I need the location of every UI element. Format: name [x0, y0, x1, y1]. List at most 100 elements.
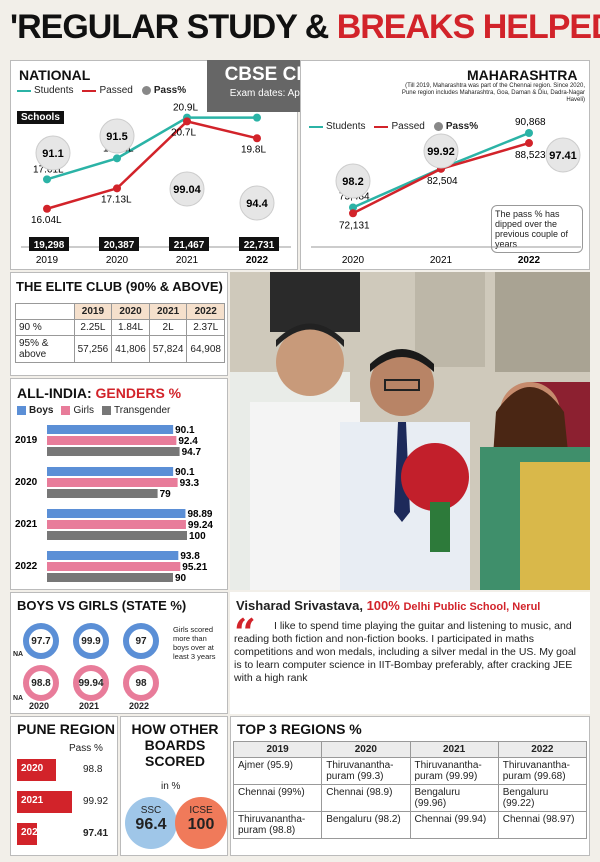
passpct-label: 91.1 — [42, 148, 63, 160]
table-cell: Thiruvanantha-puram (99.99) — [409, 757, 499, 785]
schools-label: Schools — [17, 111, 64, 124]
pune-bar: 2021 — [17, 791, 72, 813]
ssc-label: SSC — [140, 805, 162, 816]
students-label: 90,868 — [515, 117, 546, 128]
gender-value: 98.89 — [187, 509, 212, 520]
table-cell: 41,806 — [111, 335, 150, 363]
genders-title-main: ALL-INDIA: — [17, 385, 92, 401]
table-row: Ajmer (95.9) Thiruvanantha-puram (99.3) … — [232, 757, 588, 785]
gender-value: 93.8 — [180, 551, 200, 562]
passpct-label: 98.2 — [342, 176, 363, 188]
students-line-point — [253, 113, 261, 122]
pune-value: 97.41 — [83, 828, 109, 839]
boards-unit: in % — [161, 781, 181, 792]
x-tick-label: 2022 — [518, 255, 541, 266]
x-tick-label: 2021 — [430, 255, 453, 266]
genders-title: ALL-INDIA: GENDERS % — [17, 385, 181, 401]
passpct-label: 99.92 — [427, 146, 455, 158]
national-title: NATIONAL — [19, 67, 91, 83]
header-cell: 2019 — [73, 303, 113, 320]
legend-girls: Girls — [73, 405, 95, 416]
family-photo — [230, 272, 590, 590]
students-swatch — [309, 125, 323, 128]
gender-bar — [47, 467, 174, 476]
girls-ring: 99.94 — [73, 665, 109, 701]
passpct-label: 99.04 — [173, 184, 201, 196]
bvg-note: Girls scored more than boys over at leas… — [173, 625, 223, 661]
table-cell: Chennai (99.94) — [409, 811, 499, 839]
trans-swatch — [102, 406, 112, 415]
passed-line — [46, 119, 258, 210]
gender-bar — [47, 478, 178, 487]
genders-panel: ALL-INDIA: GENDERS % Boys Girls Transgen… — [10, 378, 228, 590]
pune-bar: 2020 — [17, 759, 57, 781]
gender-bar — [47, 489, 158, 498]
table-cell: Chennai (99%) — [232, 784, 323, 812]
table-cell: Thiruvanantha-puram (99.68) — [497, 757, 588, 785]
table-cell: 1.84L — [111, 319, 150, 336]
passpct-label: 91.5 — [106, 131, 127, 143]
header-cell — [15, 303, 75, 320]
students-label: 20.9L — [173, 103, 198, 114]
table-cell: 2.37L — [186, 319, 225, 336]
pune-value: 98.8 — [83, 764, 103, 775]
national-chart: 17.61L18.73L20.9L20.9L16.04L17.13L20.7L1… — [21, 103, 291, 266]
gender-bar — [47, 436, 177, 445]
profile-panel: Visharad Srivastava, 100% Delhi Public S… — [230, 592, 590, 714]
students-line-point — [525, 128, 533, 137]
x-tick-label: 2019 — [36, 255, 59, 266]
table-cell: Ajmer (95.9) — [232, 757, 323, 785]
students-swatch — [17, 89, 31, 92]
legend-boys: Boys — [29, 405, 54, 416]
header-cell: 2022 — [186, 303, 225, 320]
gender-bar — [47, 562, 181, 571]
icse-badge: ICSE 100 — [175, 797, 227, 849]
passed-line-point — [43, 204, 51, 213]
passed-label: 19.8L — [241, 144, 266, 155]
passed-line-point — [183, 117, 191, 126]
maharashtra-chart: 73,48482,56990,86872,13182,50488,52398.2… — [311, 117, 581, 266]
elite-panel: THE ELITE CLUB (90% & ABOVE) 2019 2020 2… — [10, 272, 228, 376]
header-cell: 2019 — [232, 741, 323, 758]
gender-value: 99.24 — [188, 520, 213, 531]
boys-ring: 99.9 — [73, 623, 109, 659]
schools-label: 21,467 — [174, 240, 205, 251]
boys-ring: 97.7 — [23, 623, 59, 659]
passpct-bubble — [335, 163, 371, 199]
passed-swatch — [82, 89, 97, 92]
passpct-bubble — [99, 118, 135, 154]
elite-title: THE ELITE CLUB (90% & ABOVE) — [16, 279, 223, 294]
genders-title-accent: GENDERS % — [95, 385, 182, 401]
schools-box — [29, 237, 69, 251]
schools-box — [99, 237, 139, 251]
gender-value: 90.1 — [175, 467, 195, 478]
girls-swatch — [61, 406, 71, 415]
table-cell: Chennai (98.9) — [321, 784, 411, 812]
table-row: Chennai (99%) Chennai (98.9) Bengaluru (… — [232, 784, 588, 812]
bvg-na-girls: NA — [13, 695, 24, 702]
table-row: Thiruvanantha-puram (98.8) Bengaluru (98… — [232, 811, 588, 839]
table-cell: 90 % — [15, 319, 75, 336]
table-cell: Thiruvanantha-puram (98.8) — [232, 811, 323, 839]
students-line-point — [113, 154, 121, 163]
passed-label: 88,523 — [515, 150, 546, 161]
headline-part1: 'REGULAR STUDY & — [10, 8, 337, 46]
table-row: 95% & above 57,256 41,806 57,824 64,908 — [15, 335, 225, 363]
table-cell: 57,256 — [73, 335, 113, 363]
boards-title: HOW OTHER BOARDS SCORED — [131, 721, 219, 769]
passpct-bubble — [423, 133, 459, 169]
gender-bar — [47, 573, 173, 582]
year-label: 2020 — [15, 477, 38, 488]
passpct-swatch — [141, 86, 151, 95]
gender-bar — [47, 520, 186, 529]
gender-bar — [47, 447, 180, 456]
gender-value: 79 — [160, 489, 172, 500]
legend-students: Students — [326, 121, 366, 132]
legend-students: Students — [34, 85, 74, 96]
maharashtra-legend: Students Passed Pass% — [309, 121, 478, 132]
table-cell: Thiruvanantha-puram (99.3) — [321, 757, 411, 785]
passed-line-point — [525, 139, 533, 148]
maharashtra-title: MAHARASHTRA — [467, 67, 578, 83]
gender-value: 92.4 — [178, 436, 198, 447]
gender-bar — [47, 425, 174, 434]
